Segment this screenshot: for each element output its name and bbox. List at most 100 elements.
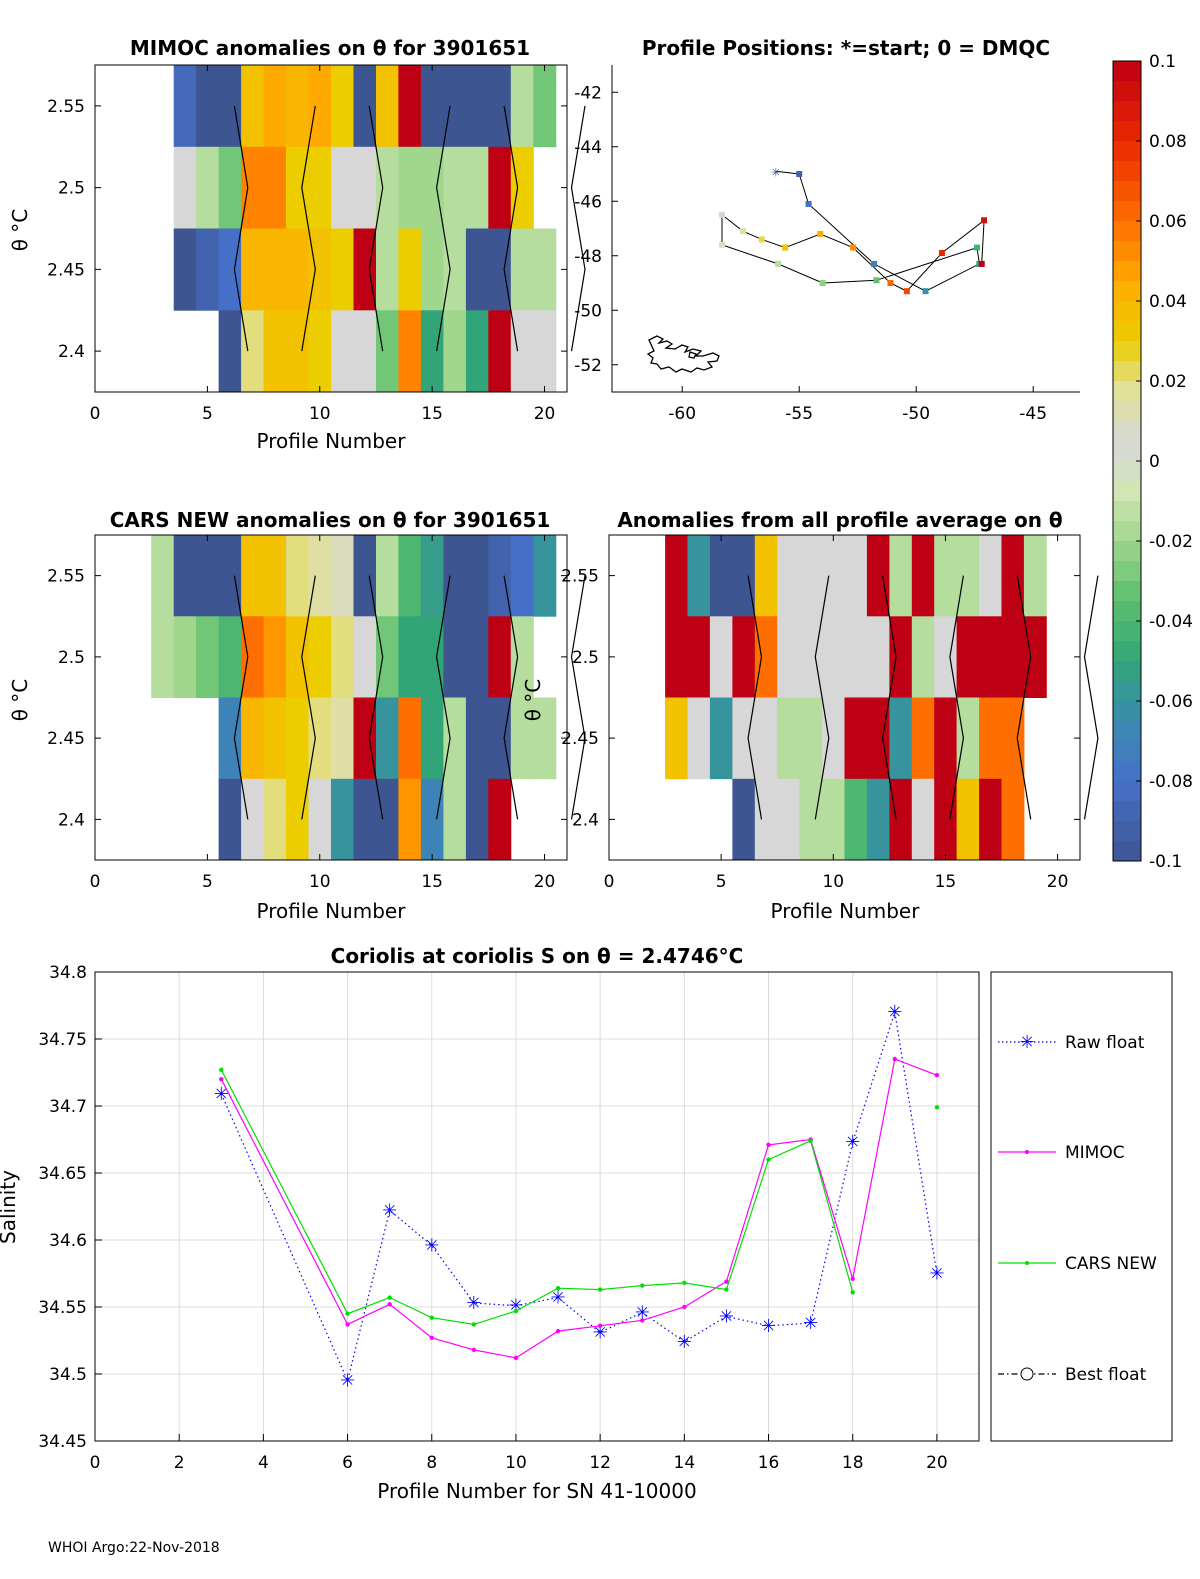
mimoc-cell: [420, 228, 444, 311]
mimoc-cell: [488, 65, 512, 148]
positions-ytick-label: -42: [574, 83, 602, 103]
mimoc-cell: [443, 310, 467, 393]
series-raw-float-point: ✳: [382, 1201, 397, 1222]
series-cars-new-point: [640, 1283, 645, 1288]
profile-position: [740, 228, 747, 235]
cars-cell: [488, 616, 512, 698]
mimoc-xtick-label: 0: [90, 404, 101, 424]
allavg-cell: [979, 616, 1002, 698]
allavg-cell: [687, 535, 711, 617]
legend-mimoc: MIMOC: [998, 1143, 1125, 1163]
allavg-cell: [754, 778, 778, 861]
cars-cell: [173, 616, 197, 698]
colorbar-tick-label: -0.02: [1149, 532, 1193, 552]
salinity-xtick-label: 8: [426, 1453, 437, 1473]
allavg-ytick-label: 2.55: [561, 567, 599, 587]
mimoc-cell: [398, 228, 422, 311]
positions-ytick-label: -52: [574, 356, 602, 376]
allavg-cell: [844, 697, 868, 780]
allavg-cell: [777, 697, 801, 780]
cars-cell: [376, 535, 399, 617]
allavg-cell: [889, 535, 913, 617]
mimoc-cell: [465, 310, 489, 393]
salinity-xtick-label: 10: [505, 1453, 527, 1473]
mimoc-cell: [376, 228, 399, 311]
cars-cell: [420, 535, 444, 617]
colorbar-band: [1113, 501, 1141, 522]
cars-cell: [218, 697, 242, 780]
cars-axes: [94, 534, 568, 861]
allavg-cell: [822, 697, 845, 780]
cars-cell: [331, 616, 354, 698]
profile-position: [871, 260, 878, 267]
colorbar-tick-label: -0.06: [1149, 692, 1193, 712]
mimoc-cell: [196, 228, 220, 311]
cars-cell: [241, 778, 265, 861]
series-raw-float-point: ✳: [887, 1002, 902, 1023]
mimoc-cell: [218, 146, 242, 229]
salinity-ytick-label: 34.6: [49, 1231, 87, 1251]
colorbar-band: [1113, 161, 1141, 182]
cars-ytick-label: 2.55: [47, 567, 85, 587]
allavg-cell: [709, 616, 733, 698]
series-mimoc-point: [934, 1072, 940, 1078]
mimoc-cell: [331, 146, 354, 229]
allavg-panel: Anomalies from all profile average on θ …: [521, 508, 1099, 923]
allavg-cell: [665, 697, 688, 780]
allavg-xtick-label: 0: [604, 872, 615, 892]
profile-position: [718, 241, 725, 248]
series-raw-float-point: ✳: [845, 1132, 860, 1153]
colorbar-band: [1113, 661, 1141, 682]
series-cars-new-line: [220, 1069, 854, 1326]
series-raw-float-point: ✳: [635, 1302, 650, 1323]
allavg-cell: [956, 535, 980, 617]
profile-position: [922, 288, 929, 295]
series-mimoc-point: [850, 1276, 855, 1282]
mimoc-cell: [308, 65, 332, 148]
mimoc-title: MIMOC anomalies on θ for 3901651: [130, 36, 530, 60]
cars-xlabel: Profile Number: [257, 899, 407, 923]
allavg-cell: [844, 616, 868, 698]
cars-contour-line: [435, 575, 451, 820]
mimoc-cell: [465, 146, 489, 229]
mimoc-cell: [443, 146, 467, 229]
mimoc-xlabel: Profile Number: [257, 429, 407, 453]
mimoc-contour-line: [368, 105, 384, 352]
colorbar-band: [1113, 561, 1141, 582]
series-mimoc-point: [682, 1304, 687, 1310]
allavg-ytick-label: 2.5: [572, 648, 599, 668]
allavg-cell: [866, 616, 890, 698]
cars-cell: [308, 778, 332, 861]
cars-contours: [233, 575, 586, 820]
mimoc-cell: [488, 146, 512, 229]
cars-cell: [376, 778, 399, 861]
cars-cell: [420, 778, 444, 861]
cars-cell: [308, 616, 332, 698]
colorbar-band: [1113, 721, 1141, 742]
mimoc-ytick-label: 2.55: [47, 97, 85, 117]
allavg-cell: [956, 697, 980, 780]
profile-position: [873, 277, 880, 284]
series-raw-float-point: ✳: [719, 1306, 734, 1327]
mimoc-xtick-label: 5: [202, 404, 213, 424]
mimoc-x-ticks: 0 5 10 15 20: [90, 65, 555, 424]
cars-cell: [151, 616, 175, 698]
profile-position: [805, 200, 812, 207]
colorbar-band: [1113, 61, 1141, 82]
mimoc-cell: [308, 228, 332, 311]
colorbar-band: [1113, 761, 1141, 782]
mimoc-cell: [510, 65, 534, 148]
cars-cell: [241, 535, 265, 617]
cars-ytick-label: 2.5: [58, 648, 85, 668]
mimoc-cell: [353, 310, 377, 393]
mimoc-cell: [398, 65, 422, 148]
allavg-cell: [777, 535, 801, 617]
series-raw-float-point: ✳: [214, 1084, 229, 1105]
colorbar-band: [1113, 781, 1141, 802]
allavg-xlabel: Profile Number: [771, 899, 921, 923]
allavg-cell: [911, 535, 935, 617]
series-mimoc-point: [597, 1323, 603, 1328]
cars-cell: [443, 616, 467, 698]
profile-position: [718, 211, 725, 218]
